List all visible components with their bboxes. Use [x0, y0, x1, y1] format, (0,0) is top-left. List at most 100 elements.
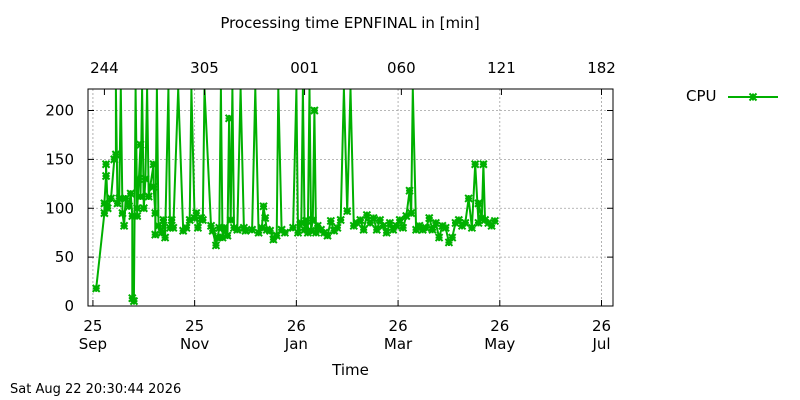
data-point — [411, 225, 421, 234]
point-marker — [306, 226, 316, 235]
data-point — [398, 223, 408, 233]
point-marker — [110, 155, 119, 164]
data-point — [402, 211, 411, 221]
data-point — [149, 160, 158, 169]
point-marker — [441, 223, 450, 233]
point-marker — [226, 215, 235, 225]
point-marker — [434, 233, 444, 242]
point-marker — [215, 223, 224, 233]
data-point — [415, 221, 424, 231]
point-marker — [362, 210, 372, 220]
point-marker — [224, 114, 234, 123]
point-marker — [288, 223, 298, 233]
point-marker — [280, 228, 290, 237]
data-point — [313, 221, 322, 231]
data-point — [379, 221, 388, 231]
data-point — [139, 204, 148, 213]
data-point — [293, 228, 303, 237]
point-marker — [402, 211, 411, 221]
point-marker — [388, 225, 398, 234]
data-point — [326, 216, 336, 226]
point-marker — [411, 225, 421, 234]
plot-frame — [87, 88, 614, 307]
data-point — [198, 215, 208, 225]
data-point — [474, 199, 483, 208]
point-marker — [487, 221, 496, 231]
data-point — [388, 225, 398, 234]
point-marker — [144, 192, 153, 201]
point-marker — [139, 204, 148, 213]
data-point — [110, 155, 119, 164]
data-point — [133, 211, 142, 221]
data-point — [241, 226, 250, 235]
data-point — [167, 215, 176, 225]
data-point — [382, 228, 391, 237]
data-point — [190, 213, 199, 223]
point-marker — [126, 189, 135, 198]
data-point — [260, 213, 270, 223]
data-point — [119, 221, 129, 231]
point-marker — [133, 211, 142, 221]
point-marker — [151, 230, 160, 239]
y-tick-label: 100 — [45, 199, 74, 217]
data-point — [301, 216, 311, 226]
data-point — [133, 204, 142, 213]
data-point — [269, 235, 278, 244]
point-marker — [356, 215, 365, 225]
data-point — [490, 216, 500, 226]
axes: 05010015020025Sep25Nov26Jan26Mar26May26J… — [45, 59, 615, 379]
data-point — [356, 215, 365, 225]
x-tick-label: 25 — [185, 317, 204, 335]
data-point — [223, 231, 232, 240]
data-point — [444, 238, 454, 247]
x-tick-label: 26 — [490, 317, 509, 335]
data-point — [118, 208, 127, 218]
point-marker — [190, 213, 199, 223]
data-point — [160, 233, 170, 242]
data-point — [323, 231, 332, 240]
timestamp: Sat Aug 22 20:30:44 2026 — [10, 382, 182, 397]
data-point — [336, 215, 345, 225]
x-tick-label-month: Mar — [384, 335, 413, 353]
point-marker — [343, 206, 352, 216]
series-cpu — [91, 89, 500, 306]
point-marker — [257, 223, 267, 233]
data-point — [362, 210, 372, 220]
point-marker — [470, 160, 480, 169]
point-marker — [124, 202, 134, 211]
data-point — [193, 223, 203, 233]
data-point — [395, 215, 404, 225]
x-tick-label-month: May — [484, 335, 515, 353]
data-point — [206, 221, 216, 231]
point-marker — [136, 140, 145, 149]
point-marker — [474, 218, 483, 228]
point-marker — [421, 223, 431, 233]
point-marker — [121, 194, 130, 203]
point-marker — [467, 223, 477, 233]
point-marker — [213, 233, 222, 242]
y-tick-label: 50 — [55, 248, 74, 266]
data-point — [218, 233, 227, 242]
data-point — [106, 194, 116, 203]
point-marker — [218, 233, 227, 242]
data-point — [192, 208, 201, 218]
point-marker — [254, 228, 263, 237]
point-marker — [464, 194, 473, 203]
x-tick-label-month: Jan — [284, 335, 308, 353]
data-point — [213, 233, 222, 242]
data-point — [144, 192, 153, 201]
point-marker — [133, 204, 142, 213]
data-point — [461, 218, 470, 228]
point-marker — [154, 221, 163, 231]
data-point — [151, 208, 160, 218]
data-point — [385, 218, 395, 228]
point-marker — [479, 160, 488, 169]
point-marker — [372, 225, 381, 234]
point-marker — [272, 231, 281, 240]
point-marker — [395, 215, 404, 225]
data-point — [280, 228, 290, 237]
point-marker — [169, 223, 178, 233]
data-point — [343, 206, 352, 216]
x2-tick-label: 060 — [387, 59, 416, 77]
